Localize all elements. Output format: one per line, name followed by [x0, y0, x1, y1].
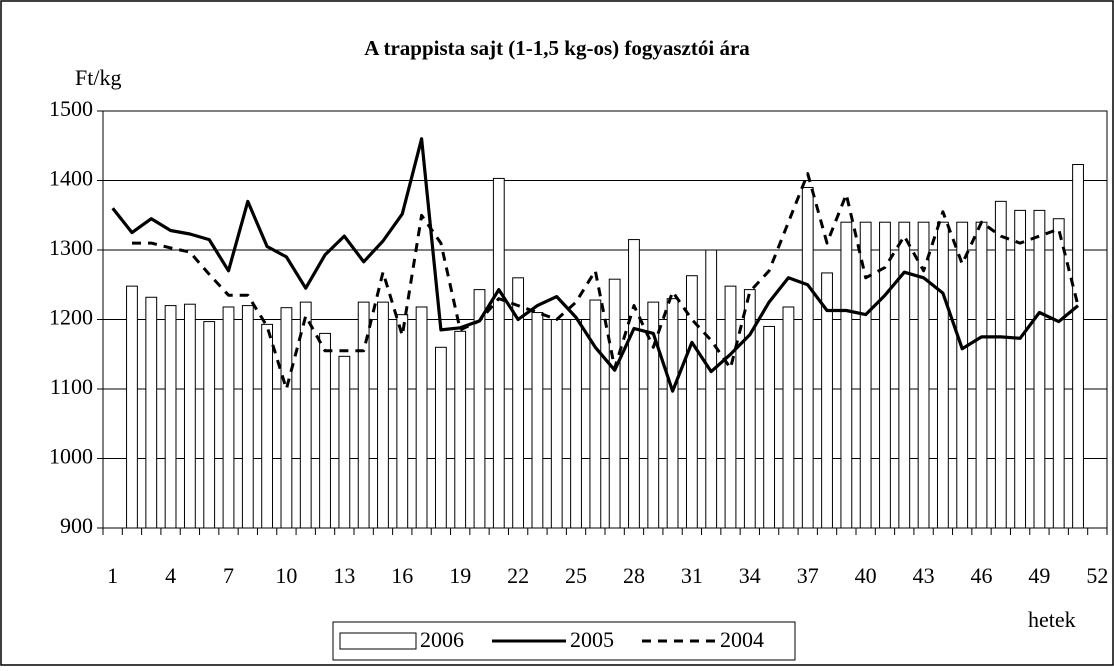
x-tick-label: 1 [107, 563, 118, 588]
x-tick-label: 22 [507, 563, 529, 588]
bar [628, 239, 640, 529]
dashed-line [132, 172, 1080, 391]
bar [1033, 209, 1046, 529]
bar [763, 325, 776, 529]
bar [492, 177, 505, 529]
legend-label: 2004 [720, 627, 764, 652]
bar [801, 186, 814, 529]
bar [879, 221, 891, 529]
bar [338, 355, 351, 529]
bar [396, 314, 409, 529]
bar [589, 299, 602, 529]
x-tick-label: 46 [971, 563, 993, 588]
bar [280, 307, 293, 529]
y-tick-label: 1300 [49, 235, 93, 260]
x-tick-label: 40 [855, 563, 877, 588]
x-axis-label: hetek [1028, 607, 1076, 632]
bar [859, 221, 872, 529]
bar [647, 301, 660, 529]
bar [743, 289, 756, 529]
bar [1072, 164, 1084, 529]
legend-swatch [339, 632, 417, 650]
bar [512, 277, 525, 529]
x-tick-label: 13 [333, 563, 355, 588]
bar [936, 221, 949, 529]
bar [782, 306, 795, 529]
x-tick-label: 7 [223, 563, 234, 588]
x-tick-label: 31 [681, 563, 703, 588]
bar [357, 301, 370, 529]
bar [319, 332, 331, 529]
bar [531, 312, 544, 529]
bar [126, 285, 138, 529]
x-tick-label: 25 [565, 563, 587, 588]
bar [434, 346, 447, 529]
bar [203, 321, 216, 529]
bar [550, 319, 563, 529]
bar [975, 221, 988, 529]
bar [840, 221, 853, 529]
legend-label: 2005 [570, 627, 614, 652]
bar [917, 221, 930, 529]
x-tick-label: 34 [739, 563, 761, 588]
bar [666, 298, 679, 529]
x-tick-label: 4 [165, 563, 176, 588]
chart-title: A trappista sajt (1-1,5 kg-os) fogyasztó… [364, 36, 750, 60]
bar [1052, 218, 1065, 529]
x-tick-label: 49 [1028, 563, 1050, 588]
y-tick-label: 1000 [49, 444, 93, 469]
x-tick-label: 10 [275, 563, 297, 588]
bar [956, 221, 969, 529]
bar [164, 305, 177, 529]
bar [473, 289, 486, 529]
bar [377, 301, 389, 529]
bar [183, 303, 196, 529]
bar [570, 319, 582, 529]
bar [724, 285, 737, 529]
bar [261, 323, 274, 529]
bar [222, 306, 235, 529]
bar [415, 306, 428, 529]
bar [1014, 209, 1027, 529]
y-tick-label: 900 [60, 513, 93, 538]
x-tick-label: 43 [913, 563, 935, 588]
y-tick-label: 1500 [49, 96, 93, 121]
x-tick-label: 37 [797, 563, 819, 588]
bar [821, 272, 833, 529]
bar [454, 330, 467, 529]
bar [994, 200, 1007, 529]
legend-label: 2006 [420, 627, 464, 652]
bar [241, 305, 254, 529]
bar [685, 275, 698, 529]
bar [608, 278, 621, 529]
x-tick-label: 16 [391, 563, 413, 588]
bar [299, 301, 312, 529]
y-axis-label: Ft/kg [75, 65, 121, 90]
line [111, 137, 1080, 393]
bar [145, 296, 158, 529]
y-tick-label: 1400 [49, 166, 93, 191]
bar [705, 249, 718, 529]
x-tick-label: 28 [623, 563, 645, 588]
bar [898, 221, 911, 529]
y-tick-label: 1200 [49, 305, 93, 330]
x-tick-label: 52 [1086, 563, 1108, 588]
y-tick-label: 1100 [50, 374, 93, 399]
x-tick-label: 19 [449, 563, 471, 588]
